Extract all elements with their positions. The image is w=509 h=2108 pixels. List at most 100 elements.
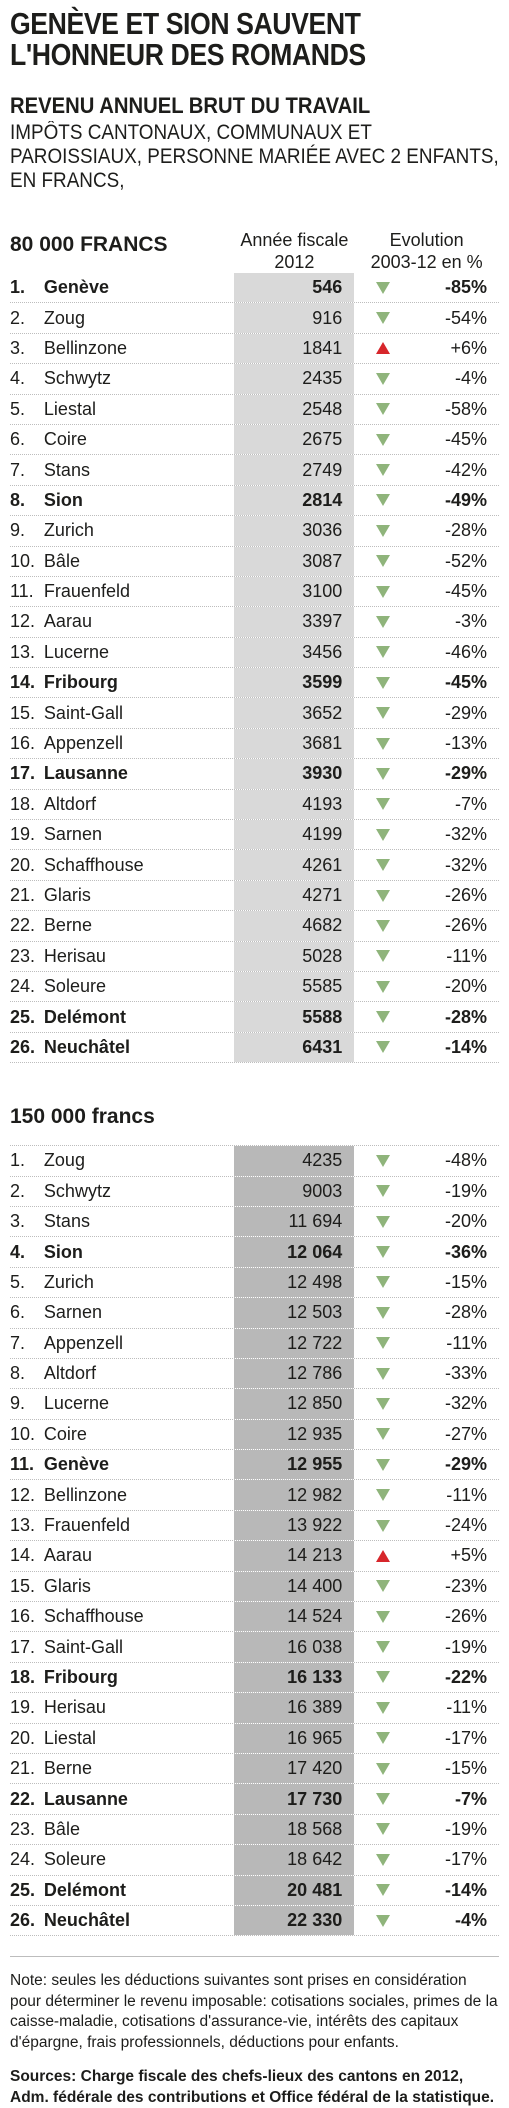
rank: 26. <box>10 1036 36 1057</box>
rank: 15. <box>10 1575 36 1596</box>
triangle-down-icon <box>376 312 391 325</box>
rank: 14. <box>10 672 36 693</box>
table-row: 1. Zoug 4235 -48% <box>10 1146 499 1177</box>
evolution-cell: -28% <box>354 1302 499 1323</box>
triangle-down-icon <box>376 859 391 872</box>
tax-value: 3930 <box>234 759 355 789</box>
table-row: 22. Lausanne 17 730 -7% <box>10 1784 499 1815</box>
table-row: 19. Sarnen 4199 -32% <box>10 820 499 851</box>
tax-value: 14 524 <box>234 1602 355 1632</box>
evolution-value: -27% <box>444 1423 487 1444</box>
rank: 6. <box>10 429 26 450</box>
city-name: Stans <box>43 1211 90 1232</box>
city-name: Lucerne <box>43 641 109 662</box>
tax-value: 18 642 <box>234 1845 355 1875</box>
evolution-cell: -14% <box>354 1037 499 1058</box>
city-name: Schwytz <box>43 368 111 389</box>
evolution-value: -7% <box>454 793 487 814</box>
triangle-down-icon <box>376 1671 391 1684</box>
evolution-value: -45% <box>444 672 487 693</box>
tax-value: 4199 <box>234 820 355 850</box>
table-row: 13. Frauenfeld 13 922 -24% <box>10 1510 499 1542</box>
triangle-down-icon <box>376 1489 391 1502</box>
evolution-cell: -7% <box>354 1789 499 1810</box>
triangle-down-icon <box>376 281 391 294</box>
rank: 5. <box>10 398 26 419</box>
rank: 15. <box>10 702 36 723</box>
evolution-value: -85% <box>444 277 487 298</box>
evolution-cell: -52% <box>354 551 499 572</box>
evolution-cell: -7% <box>354 794 499 815</box>
evolution-value: -11% <box>446 1332 487 1353</box>
triangle-up-icon <box>376 1549 391 1562</box>
column-header-year-line2: 2012 <box>274 252 315 272</box>
rank: 8. <box>10 1363 26 1384</box>
evolution-value: -19% <box>444 1818 487 1839</box>
evolution-value: -28% <box>444 520 487 541</box>
table-row: 14. Aarau 14 213 +5% <box>10 1541 499 1572</box>
tax-value: 12 786 <box>234 1358 355 1389</box>
tax-value: 3036 <box>234 516 355 546</box>
triangle-down-icon <box>376 1337 391 1350</box>
evolution-cell: -46% <box>354 642 499 663</box>
rank: 16. <box>10 733 36 754</box>
tax-value: 3681 <box>234 728 355 759</box>
evolution-cell: -26% <box>354 885 499 906</box>
tax-value: 22 330 <box>234 1905 355 1936</box>
evolution-value: -36% <box>444 1241 487 1262</box>
triangle-down-icon <box>376 767 391 780</box>
column-header-evolution: Evolution 2003-12 en % <box>354 229 499 273</box>
table-row: 8. Sion 2814 -49% <box>10 485 499 517</box>
triangle-down-icon <box>376 1732 391 1745</box>
tax-value: 3456 <box>234 637 355 668</box>
city-name: Zurich <box>43 1271 94 1292</box>
city-name: Sion <box>43 489 83 510</box>
table-row: 2. Schwytz 9003 -19% <box>10 1176 499 1207</box>
rank: 11. <box>10 1454 35 1475</box>
rank: 22. <box>10 1788 36 1809</box>
evolution-value: +6% <box>450 337 487 358</box>
city-name: Saint-Gall <box>43 1636 123 1657</box>
evolution-cell: -19% <box>354 1819 499 1840</box>
triangle-down-icon <box>376 676 391 689</box>
triangle-down-icon <box>376 585 391 598</box>
tax-value: 546 <box>234 273 355 303</box>
tax-value: 13 922 <box>234 1510 355 1541</box>
tax-value: 3100 <box>234 576 355 607</box>
evolution-value: -54% <box>444 307 487 328</box>
evolution-cell: -17% <box>354 1728 499 1749</box>
rank: 25. <box>10 1006 36 1027</box>
tax-value: 2814 <box>234 485 355 516</box>
rank: 19. <box>10 1697 36 1718</box>
evolution-cell: -29% <box>354 703 499 724</box>
city-name: Aarau <box>43 611 92 632</box>
triangle-down-icon <box>376 1762 391 1775</box>
evolution-value: -14% <box>444 1036 487 1057</box>
city-name: Soleure <box>43 976 106 997</box>
triangle-down-icon <box>376 372 391 385</box>
triangle-down-icon <box>376 403 391 416</box>
rank: 7. <box>10 459 26 480</box>
city-name: Zurich <box>43 520 94 541</box>
evolution-value: -17% <box>444 1727 487 1748</box>
table-row: 10. Coire 12 935 -27% <box>10 1419 499 1451</box>
infographic: GENÈVE ET SION SAUVENT L'HONNEUR DES ROM… <box>0 8 509 2108</box>
rank: 9. <box>10 520 26 541</box>
table-row: 7. Appenzell 12 722 -11% <box>10 1328 499 1359</box>
triangle-down-icon <box>376 950 391 963</box>
rank: 16. <box>10 1606 36 1627</box>
city-name: Schaffhouse <box>43 854 144 875</box>
evolution-value: -26% <box>444 885 487 905</box>
rank: 26. <box>10 1910 36 1931</box>
tax-value: 12 955 <box>234 1450 355 1480</box>
evolution-value: -11% <box>446 945 487 966</box>
rank: 18. <box>10 793 36 814</box>
triangle-down-icon <box>376 1246 391 1259</box>
evolution-cell: -32% <box>354 824 499 845</box>
city-name: Lausanne <box>43 763 128 784</box>
triangle-down-icon <box>376 646 391 659</box>
table-row: 21. Glaris 4271 -26% <box>10 880 499 912</box>
evolution-value: -45% <box>444 581 487 602</box>
evolution-cell: -20% <box>354 976 499 997</box>
table-row: 6. Sarnen 12 503 -28% <box>10 1298 499 1329</box>
